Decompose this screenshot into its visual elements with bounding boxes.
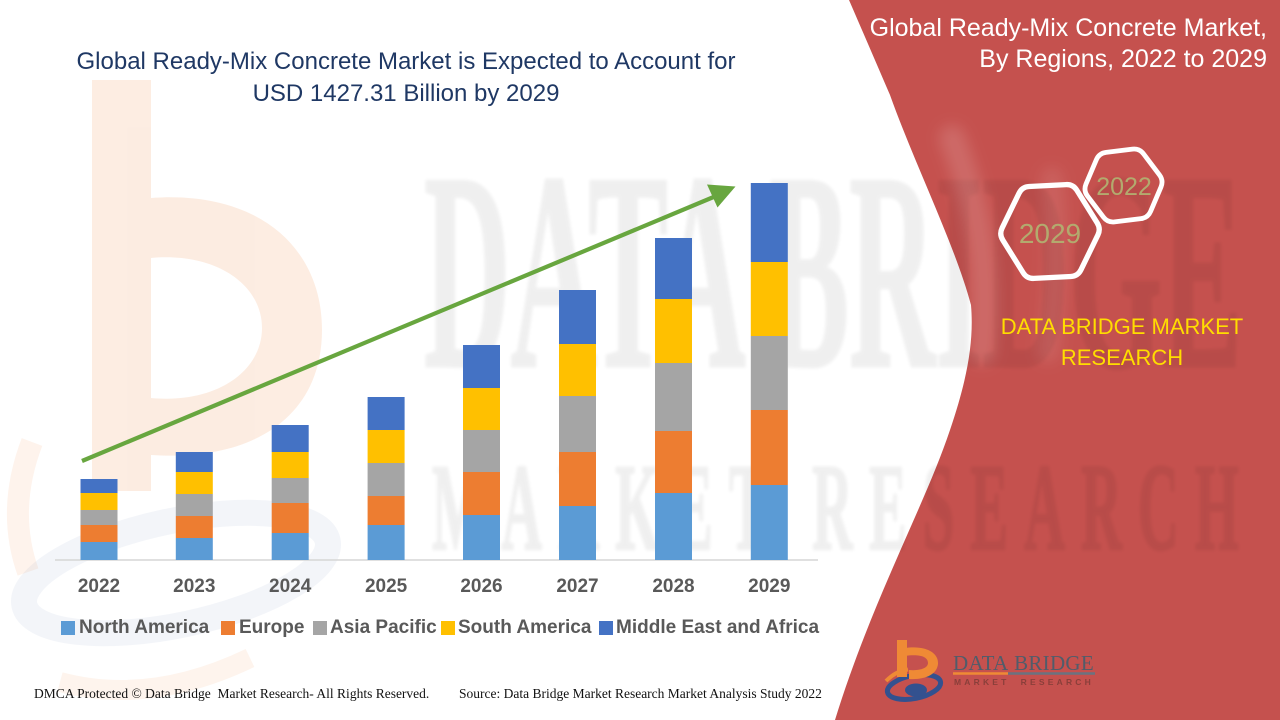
svg-text:MARKET RESEARCH: MARKET RESEARCH: [432, 439, 1255, 576]
svg-text:DATA BRIDGE: DATA BRIDGE: [424, 115, 1242, 427]
